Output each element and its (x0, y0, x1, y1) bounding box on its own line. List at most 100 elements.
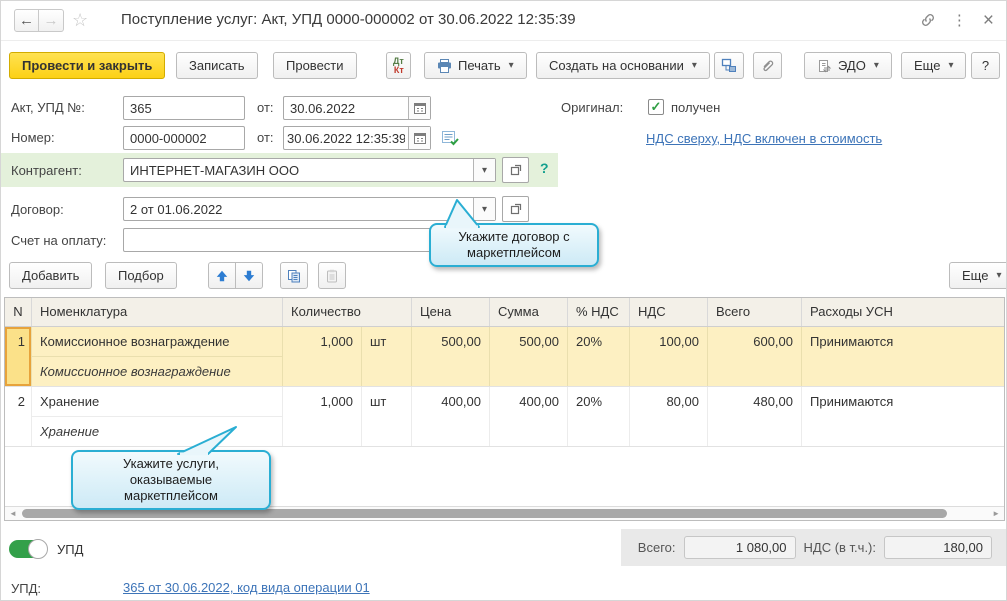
pick-button[interactable]: Подбор (105, 262, 177, 289)
contract-field: ▾ (123, 197, 496, 221)
counterparty-open-button[interactable] (502, 157, 529, 183)
post-button[interactable]: Провести (273, 52, 357, 79)
received-label: получен (671, 100, 721, 115)
create-based-on-button[interactable]: Создать на основании ▾ (536, 52, 710, 79)
related-documents-button[interactable] (714, 52, 744, 79)
scroll-left-icon[interactable]: ◄ (9, 509, 17, 518)
act-date-input[interactable] (284, 97, 408, 119)
toolbar-more-button[interactable]: Еще ▾ (901, 52, 967, 79)
table-more-button[interactable]: Еще ▾ (949, 262, 1006, 289)
original-received-checkbox[interactable]: ✓ (648, 99, 664, 115)
more-label: Еще (914, 58, 941, 73)
services-table: N Номенклатура Количество Цена Сумма % Н… (4, 297, 1005, 521)
doc-datetime-input[interactable] (284, 127, 408, 149)
copy-icon (288, 269, 300, 282)
table-row[interactable]: 1 Комиссионное вознаграждение Комиссионн… (5, 327, 1004, 387)
set-datetime-icon[interactable] (441, 130, 459, 146)
attachments-button[interactable] (753, 52, 782, 79)
calendar-button[interactable] (408, 127, 430, 149)
quantity-cell[interactable]: 1,000 (320, 334, 353, 349)
unit-cell[interactable]: шт (370, 394, 387, 409)
move-up-button[interactable] (208, 262, 236, 289)
favorite-star-icon[interactable]: ☆ (72, 10, 89, 30)
column-header-usn-expenses[interactable]: Расходы УСН (810, 304, 893, 319)
column-header-n[interactable]: N (5, 298, 32, 326)
column-header-quantity[interactable]: Количество (283, 298, 412, 326)
back-button[interactable]: ← (14, 9, 39, 32)
edo-button[interactable]: ЭДО ▾ (804, 52, 892, 79)
copy-link-icon[interactable] (920, 12, 936, 28)
price-cell[interactable]: 400,00 (441, 394, 481, 409)
usn-expenses-cell[interactable]: Принимаются (810, 394, 894, 409)
sum-cell[interactable]: 400,00 (519, 394, 559, 409)
vat-cell[interactable]: 100,00 (659, 334, 699, 349)
upd-link[interactable]: 365 от 30.06.2022, код вида операции 01 (123, 580, 370, 595)
total-value-field: 1 080,00 (683, 536, 796, 559)
nomenclature-cell[interactable]: Хранение (32, 387, 282, 417)
column-header-vat-percent[interactable]: % НДС (568, 298, 630, 326)
counterparty-input[interactable] (124, 159, 473, 181)
sum-cell[interactable]: 500,00 (519, 334, 559, 349)
scroll-right-icon[interactable]: ► (992, 509, 1000, 518)
act-number-field (123, 96, 245, 120)
window-title: Поступление услуг: Акт, УПД 0000-000002 … (121, 11, 576, 28)
column-header-sum[interactable]: Сумма (490, 298, 568, 326)
chevron-down-icon: ▾ (481, 203, 488, 215)
vat-percent-cell[interactable]: 20% (576, 334, 603, 349)
vat-cell[interactable]: 80,00 (666, 394, 699, 409)
calendar-icon (413, 133, 426, 144)
usn-expenses-cell[interactable]: Принимаются (810, 334, 894, 349)
unit-cell[interactable]: шт (370, 334, 387, 349)
move-down-button[interactable] (235, 262, 263, 289)
act-number-input[interactable] (124, 97, 244, 119)
contract-open-button[interactable] (502, 196, 529, 222)
quantity-cell[interactable]: 1,000 (320, 394, 353, 409)
total-cell[interactable]: 600,00 (753, 334, 793, 349)
contract-dropdown-button[interactable]: ▾ (473, 198, 495, 220)
dtkt-button[interactable]: Дт Кт (386, 52, 411, 79)
open-icon (510, 203, 521, 215)
menu-dots-icon[interactable]: ⋮ (951, 12, 967, 29)
contract-input[interactable] (124, 198, 473, 220)
original-label: Оригинал: (561, 100, 624, 115)
total-cell[interactable]: 480,00 (753, 394, 793, 409)
column-header-price[interactable]: Цена (412, 298, 490, 326)
paste-rows-button[interactable] (318, 262, 346, 289)
price-cell[interactable]: 500,00 (441, 334, 481, 349)
post-and-close-button[interactable]: Провести и закрыть (9, 52, 166, 79)
upd-info-row: УПД: 365 от 30.06.2022, код вида операци… (1, 577, 1006, 597)
nomenclature-cell[interactable]: Комиссионное вознаграждение (32, 327, 282, 357)
save-button[interactable]: Записать (176, 52, 258, 79)
close-icon[interactable]: × (982, 9, 994, 31)
checkmark-icon: ✓ (650, 99, 662, 114)
column-header-total[interactable]: Всего (708, 298, 802, 326)
totals-panel: Всего: 1 080,00 НДС (в т.ч.): 180,00 (621, 529, 1006, 566)
forward-button[interactable]: → (39, 9, 64, 32)
table-command-bar: Добавить Подбор Е (1, 262, 1006, 290)
add-row-button[interactable]: Добавить (9, 262, 93, 289)
vat-mode-link[interactable]: НДС сверху, НДС включен в стоимость (646, 131, 883, 146)
copy-rows-button[interactable] (280, 262, 308, 289)
table-row[interactable]: 2 Хранение Хранение 1,000 шт 400,00 400,… (5, 387, 1004, 447)
help-button[interactable]: ? (971, 52, 1000, 79)
save-label: Записать (189, 58, 245, 73)
nomenclature-content-cell[interactable]: Хранение (40, 424, 100, 439)
counterparty-help-link[interactable]: ? (540, 160, 549, 176)
doc-number-input[interactable] (124, 127, 244, 149)
upd-toggle-row: УПД (9, 539, 83, 559)
services-callout-text: Укажите услуги, оказываемые маркетплейсо… (122, 456, 220, 503)
nomenclature-content-cell[interactable]: Комиссионное вознаграждение (40, 364, 231, 379)
contract-callout: Укажите договор с маркетплейсом (429, 199, 599, 267)
related-documents-icon (721, 58, 736, 72)
scrollbar-thumb[interactable] (22, 509, 947, 518)
print-button[interactable]: Печать ▾ (424, 52, 527, 79)
column-header-nomenclature[interactable]: Номенклатура (32, 298, 283, 326)
calendar-button[interactable] (408, 97, 430, 119)
vat-percent-cell[interactable]: 20% (576, 394, 603, 409)
upd-toggle[interactable] (9, 539, 48, 559)
counterparty-dropdown-button[interactable]: ▾ (473, 159, 495, 181)
toolbar: Провести и закрыть Записать Провести Дт К… (1, 52, 1006, 82)
column-header-vat[interactable]: НДС (630, 298, 708, 326)
chevron-down-icon: ▾ (996, 270, 1002, 281)
